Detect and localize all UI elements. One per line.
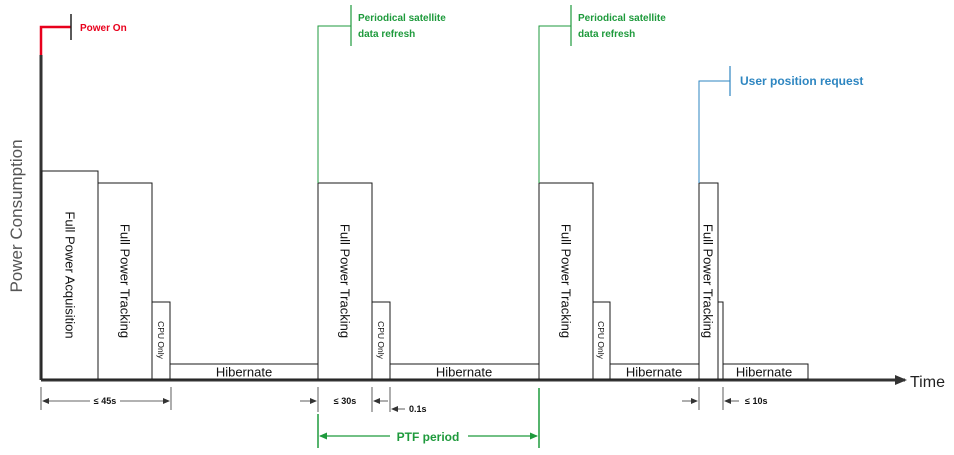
cpu-only-label-2: CPU Only	[376, 321, 386, 360]
full-power-tracking-label-3: Full Power Tracking	[559, 224, 574, 338]
hibernate-label-3: Hibernate	[626, 365, 682, 380]
power-on-marker	[39, 25, 71, 55]
full-power-tracking-block-1	[97, 182, 153, 380]
refresh-label-1-line2: data refresh	[358, 29, 415, 40]
cpu-only-block-2	[371, 301, 391, 380]
full-power-tracking-label-2: Full Power Tracking	[338, 224, 353, 338]
user-request-label: User position request	[740, 74, 863, 88]
hibernate-label-4: Hibernate	[736, 365, 792, 380]
refresh-marker-2	[538, 25, 571, 183]
cpu-only-block-4	[717, 301, 724, 380]
full-power-tracking-label-1: Full Power Tracking	[118, 224, 133, 338]
full-power-acquisition-label: Full Power Acquisition	[63, 211, 78, 338]
user-request-marker	[698, 80, 730, 183]
hibernate-label-1: Hibernate	[216, 365, 272, 380]
cpu-only-label-1: CPU Only	[156, 321, 166, 360]
cpu-only-block-3	[592, 301, 611, 380]
refresh-label-2-line1: Periodical satellite	[578, 13, 666, 24]
full-power-acquisition-block	[41, 170, 99, 380]
cpu-only-block-1	[151, 301, 171, 380]
power-on-label: Power On	[80, 23, 127, 34]
refresh-label-2-line2: data refresh	[578, 29, 635, 40]
full-power-tracking-block-4	[698, 182, 719, 380]
refresh-label-1-line1: Periodical satellite	[358, 13, 446, 24]
cpu-only-label-3: CPU Only	[596, 321, 606, 360]
startup-dimension-label: ≤ 45s	[94, 396, 116, 406]
x-axis-label: Time	[910, 374, 945, 391]
hibernate-label-2: Hibernate	[436, 365, 492, 380]
hibernate-block-4	[722, 363, 809, 380]
cpu-dimension-label: 0.1s	[409, 404, 427, 414]
refresh-marker-1	[317, 25, 351, 183]
y-axis-label: Power Consumption	[7, 139, 26, 292]
full-power-tracking-label-4: Full Power Tracking	[701, 224, 716, 338]
ptf-period-label: PTF period	[397, 430, 460, 444]
full-power-tracking-block-2	[317, 182, 373, 380]
full-power-tracking-block-3	[538, 182, 594, 380]
request-dimension-label: ≤ 10s	[745, 396, 767, 406]
tracking-dimension-label: ≤ 30s	[334, 396, 356, 406]
